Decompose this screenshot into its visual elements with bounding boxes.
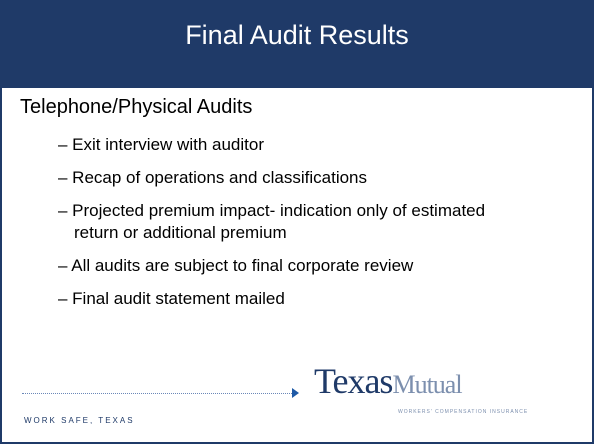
bullet: – Recap of operations and classification… (58, 168, 368, 187)
bullet: – Projected premium impact- indication o… (58, 201, 486, 242)
dotted-line (22, 393, 294, 394)
header-band: Final Audit Results (2, 2, 592, 88)
bullet: – All audits are subject to final corpor… (58, 256, 414, 275)
logo-subtitle: WORKERS' COMPENSATION INSURANCE (398, 409, 529, 415)
logo: TexasMutual (314, 360, 463, 402)
arrow (292, 388, 299, 398)
motto: WORK SAFE, TEXAS (24, 416, 135, 425)
slide-title: Final Audit Results (185, 20, 409, 50)
heading: Telephone/Physical Audits (20, 96, 253, 118)
logo-word: Texas (314, 361, 393, 401)
bullet: – Exit interview with auditor (58, 135, 264, 154)
logo-word: Mutual (392, 370, 462, 399)
bullet-list: – Exit interview with auditor – Recap of … (58, 134, 488, 321)
bullet: – Final audit statement mailed (58, 289, 285, 308)
